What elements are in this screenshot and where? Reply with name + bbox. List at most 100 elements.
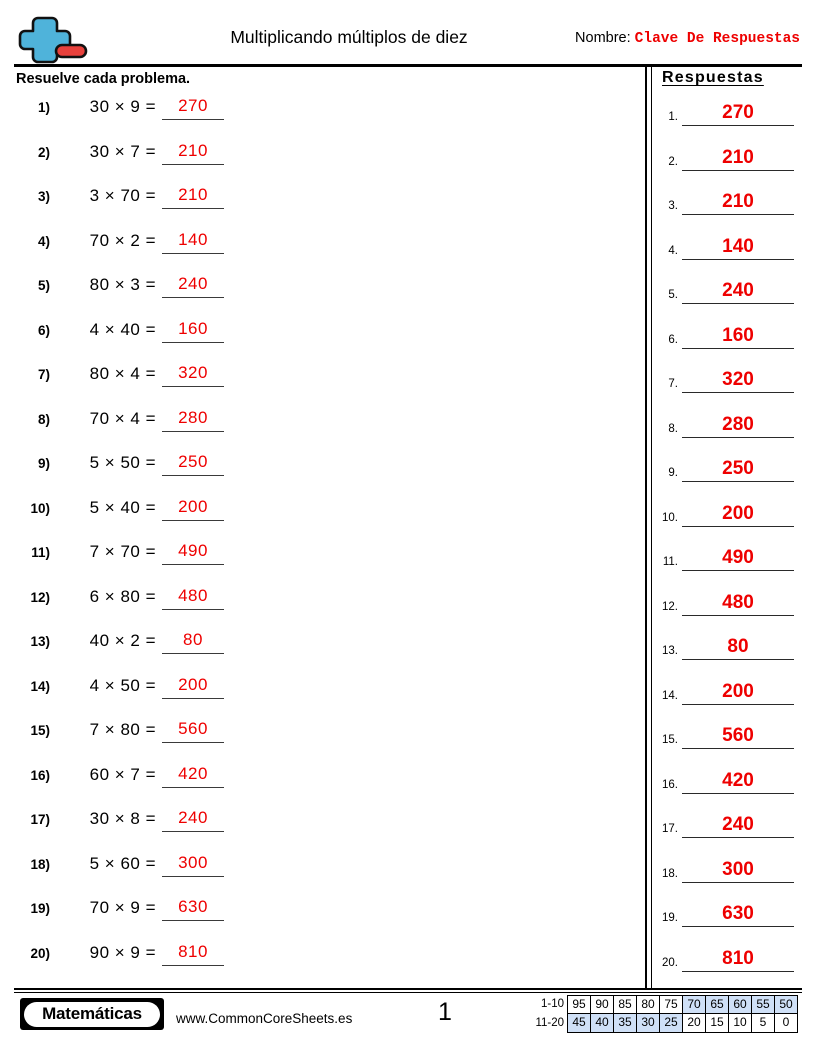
answer-key-number: 8. xyxy=(668,422,678,435)
answer-key-blank[interactable]: 140 xyxy=(682,234,794,260)
answer-key-blank[interactable]: 560 xyxy=(682,723,794,749)
problem-expression: 30 × 7 = xyxy=(89,141,156,161)
answer-key-row: 6. 160 xyxy=(656,323,806,368)
name-value: Clave De Respuestas xyxy=(634,31,800,47)
problem-answer-blank[interactable]: 240 xyxy=(162,272,224,298)
problem-answer-blank[interactable]: 300 xyxy=(162,851,224,877)
problem-answer-blank[interactable]: 270 xyxy=(162,94,224,120)
answer-key-blank[interactable]: 280 xyxy=(682,412,794,438)
problem-answer-blank[interactable]: 200 xyxy=(162,495,224,521)
answer-key-row: 19. 630 xyxy=(656,901,806,946)
answer-key-row: 18. 300 xyxy=(656,857,806,902)
answer-key-blank[interactable]: 250 xyxy=(682,456,794,482)
problem-expression: 7 × 80 = xyxy=(89,720,156,739)
answer-key-row: 17. 240 xyxy=(656,812,806,857)
problem-number: 20) xyxy=(30,945,50,961)
problem-answer-blank[interactable]: 160 xyxy=(162,317,224,343)
problem-answer-blank[interactable]: 420 xyxy=(162,762,224,788)
problem-row: 11) 7 × 70 = 490 xyxy=(16,539,636,584)
problem-answer-blank[interactable]: 200 xyxy=(162,673,224,699)
answer-key-number: 12. xyxy=(662,600,678,613)
answer-key-blank[interactable]: 630 xyxy=(682,901,794,927)
answer-key-number: 13. xyxy=(662,645,678,657)
answer-key-number: 7. xyxy=(668,378,678,390)
answer-key-blank[interactable]: 810 xyxy=(682,946,794,972)
answer-key-value: 280 xyxy=(722,413,754,435)
problem-answer-blank[interactable]: 240 xyxy=(162,806,224,832)
problem-answer-value: 80 xyxy=(183,630,203,649)
problem-answer-value: 280 xyxy=(178,407,208,427)
problem-row: 1) 30 × 9 = 270 xyxy=(16,94,636,139)
answer-key-blank[interactable]: 240 xyxy=(682,278,794,304)
answer-key-row: 12. 480 xyxy=(656,590,806,635)
answer-key-blank[interactable]: 320 xyxy=(682,367,794,393)
answer-key-number: 16. xyxy=(662,778,678,791)
answer-key-row: 1. 270 xyxy=(656,100,806,145)
problem-answer-blank[interactable]: 210 xyxy=(162,139,224,165)
answer-key-blank[interactable]: 80 xyxy=(682,634,794,660)
problem-number: 13) xyxy=(30,634,50,649)
problem-expression: 5 × 60 = xyxy=(89,853,156,873)
answer-key-row: 3. 210 xyxy=(656,189,806,234)
answer-key-blank[interactable]: 240 xyxy=(682,812,794,838)
grade-scale-cell: 15 xyxy=(705,1013,729,1033)
answer-key-blank[interactable]: 160 xyxy=(682,323,794,349)
answer-key-row: 5. 240 xyxy=(656,278,806,323)
problem-answer-blank[interactable]: 250 xyxy=(162,450,224,476)
answer-key-row: 7. 320 xyxy=(656,367,806,412)
answer-key-value: 240 xyxy=(722,280,754,301)
answer-key-blank[interactable]: 270 xyxy=(682,100,794,126)
site-url: www.CommonCoreSheets.es xyxy=(176,1011,353,1026)
answer-key-number: 5. xyxy=(668,289,678,301)
problem-row: 14) 4 × 50 = 200 xyxy=(16,673,636,718)
problem-number: 11) xyxy=(31,545,50,560)
problem-number: 3) xyxy=(37,189,50,204)
grade-scale-cell: 40 xyxy=(590,1013,614,1033)
answer-key-row: 9. 250 xyxy=(656,456,806,501)
grade-scale-cell: 25 xyxy=(659,1013,683,1033)
problem-answer-blank[interactable]: 630 xyxy=(162,895,224,921)
problem-answer-blank[interactable]: 210 xyxy=(162,183,224,209)
answer-key-blank[interactable]: 210 xyxy=(682,145,794,171)
answer-key-blank[interactable]: 200 xyxy=(682,679,794,705)
answer-key-value: 160 xyxy=(722,324,754,346)
page-number: 1 xyxy=(438,998,452,1026)
problem-answer-blank[interactable]: 810 xyxy=(162,940,224,966)
answer-key-number: 14. xyxy=(662,689,678,702)
problem-row: 17) 30 × 8 = 240 xyxy=(16,806,636,851)
problem-expression: 40 × 2 = xyxy=(89,631,156,650)
answer-key-blank[interactable]: 210 xyxy=(682,189,794,215)
problem-answer-blank[interactable]: 480 xyxy=(162,584,224,610)
instructions-text: Resuelve cada problema. xyxy=(16,71,191,87)
answer-key-blank[interactable]: 480 xyxy=(682,590,794,616)
plus-minus-logo-icon xyxy=(18,14,92,64)
problem-answer-blank[interactable]: 140 xyxy=(162,228,224,254)
problem-number: 15) xyxy=(30,723,50,738)
problem-expression: 60 × 7 = xyxy=(89,764,156,784)
problem-row: 12) 6 × 80 = 480 xyxy=(16,584,636,629)
answer-key-value: 630 xyxy=(722,903,754,924)
problem-answer-blank[interactable]: 560 xyxy=(162,717,224,743)
answer-key-value: 480 xyxy=(722,591,754,613)
grade-scale-cell: 95 xyxy=(567,995,591,1014)
grade-scale-cell: 45 xyxy=(567,1013,591,1033)
worksheet-header: Multiplicando múltiplos de diez Nombre: … xyxy=(14,10,802,66)
answer-key-value: 490 xyxy=(722,547,754,568)
grade-scale-cell: 85 xyxy=(613,995,637,1014)
problem-number: 14) xyxy=(30,678,50,694)
problem-answer-blank[interactable]: 320 xyxy=(162,361,224,387)
answer-key-list: 1. 270 2. 210 3. 210 4. 140 5. 240 6. 160 7. 320 8. 280… xyxy=(656,100,806,990)
problem-answer-blank[interactable]: 280 xyxy=(162,406,224,432)
problem-answer-blank[interactable]: 80 xyxy=(162,628,224,654)
answer-key-blank[interactable]: 200 xyxy=(682,501,794,527)
answer-key-blank[interactable]: 300 xyxy=(682,857,794,883)
header-divider xyxy=(14,64,802,67)
problem-answer-blank[interactable]: 490 xyxy=(162,539,224,565)
answer-key-blank[interactable]: 490 xyxy=(682,545,794,571)
problem-answer-value: 270 xyxy=(178,96,208,115)
answer-key-blank[interactable]: 420 xyxy=(682,768,794,794)
answer-key-row: 8. 280 xyxy=(656,412,806,457)
problem-answer-value: 140 xyxy=(178,229,208,249)
grade-scale-row: 11-20 45 40 35 30 25 20 15 10 5 0 xyxy=(532,1013,798,1033)
problem-answer-value: 210 xyxy=(178,185,208,204)
